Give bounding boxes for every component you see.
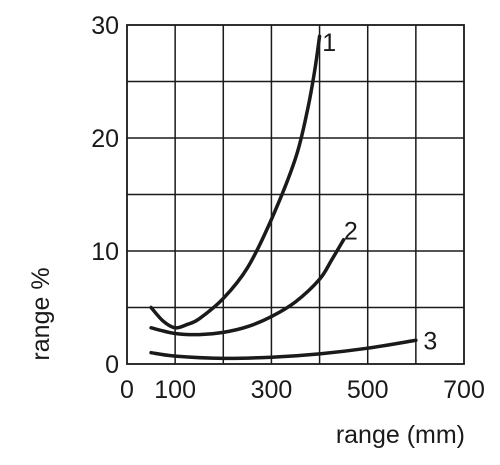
y-tick-label-20: 20 — [91, 125, 119, 153]
x-tick-label-700: 700 — [443, 376, 485, 404]
plot-frame — [126, 24, 465, 365]
series-line-2 — [149, 237, 346, 337]
y-tick-label-10: 10 — [91, 238, 119, 266]
series-line-3 — [149, 338, 418, 361]
series-label-1: 1 — [322, 29, 336, 57]
x-tick-label-300: 300 — [251, 376, 293, 404]
y-axis-label: range % — [27, 267, 55, 360]
series-label-3: 3 — [423, 327, 437, 355]
series-label-2: 2 — [344, 218, 358, 246]
x-tick-label-0: 0 — [120, 376, 134, 404]
x-tick-label-100: 100 — [154, 376, 196, 404]
y-tick-label-30: 30 — [91, 12, 119, 40]
series-line-1 — [149, 34, 322, 330]
x-tick-label-500: 500 — [347, 376, 389, 404]
plot-border — [126, 24, 465, 365]
x-axis-label: range (mm) — [336, 421, 465, 449]
y-tick-label-0: 0 — [105, 351, 119, 379]
grid — [127, 25, 464, 364]
series-group — [149, 34, 418, 361]
